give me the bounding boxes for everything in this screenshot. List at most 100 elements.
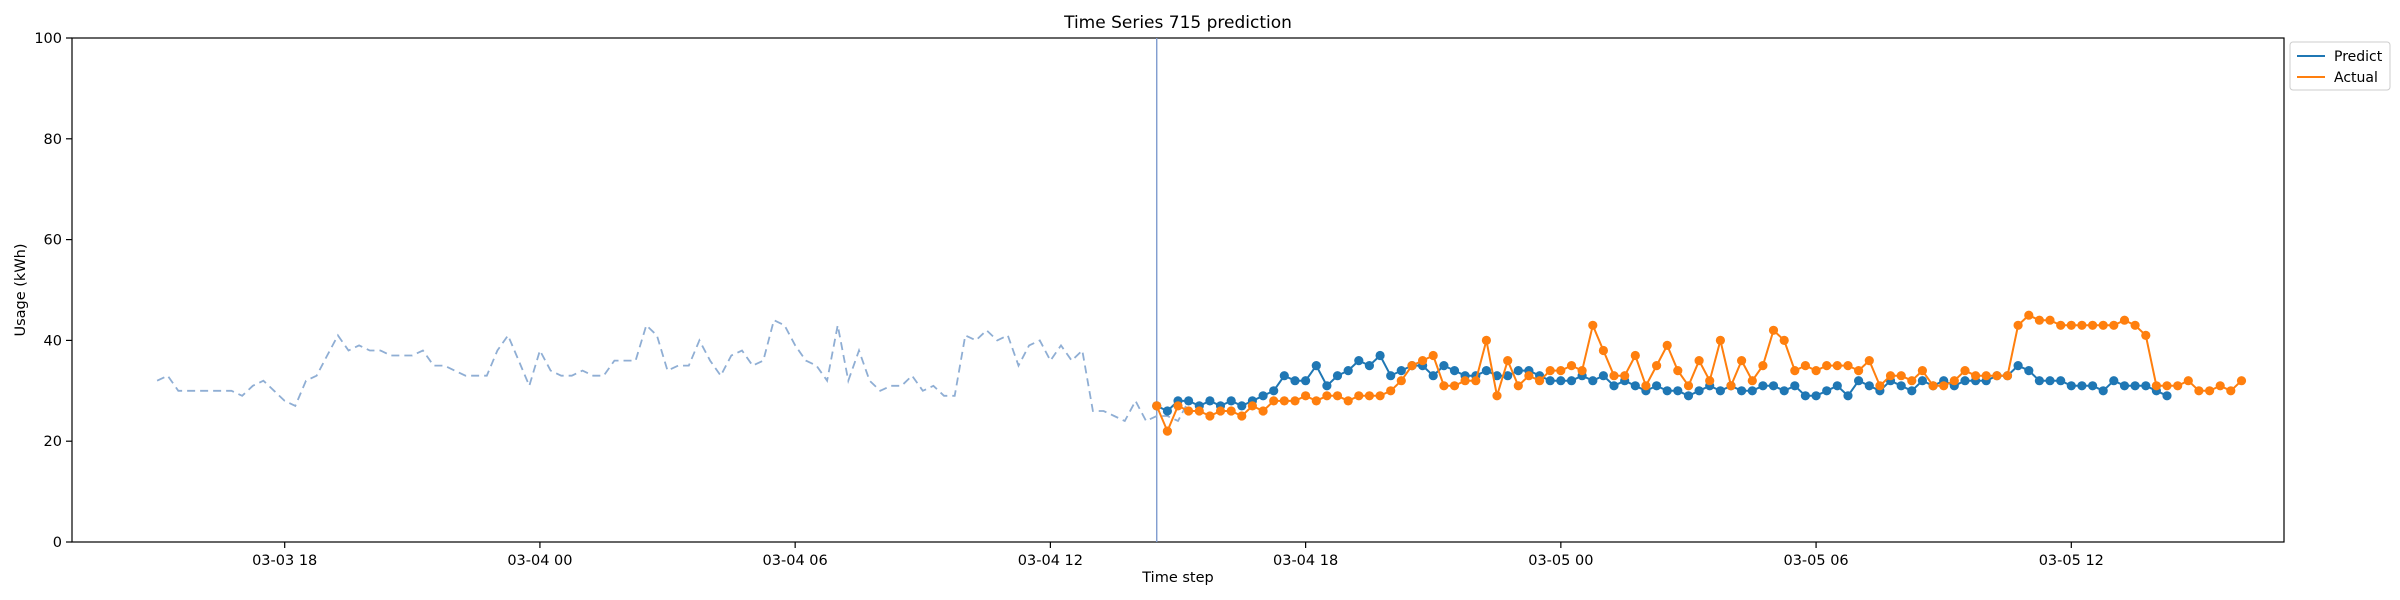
data-point [1556,376,1566,386]
data-point [1386,371,1396,381]
x-tick-label: 03-03 18 [252,553,317,569]
x-tick-label: 03-05 00 [1528,553,1593,569]
data-point [2141,330,2151,340]
data-point [1832,381,1842,391]
data-point [2024,366,2034,376]
data-point [1279,396,1289,406]
data-point [2077,320,2087,330]
data-point [1662,386,1672,396]
data-point [1194,406,1204,416]
data-point [1503,371,1513,381]
data-point [1598,371,1608,381]
data-point [2077,381,2087,391]
data-point [2098,320,2108,330]
x-tick-label: 03-04 18 [1273,553,1338,569]
data-point [1364,391,1374,401]
data-point [1907,376,1917,386]
data-point [1609,371,1619,381]
data-point [1460,376,1470,386]
data-point [1332,391,1343,401]
data-point [2002,371,2013,381]
data-point [1939,381,1949,391]
data-point [1737,386,1747,396]
data-point [1694,386,1704,396]
data-point [1492,391,1502,401]
data-point [1354,356,1364,366]
data-point [2024,310,2034,320]
data-point [1960,376,1970,386]
data-point [1609,381,1619,391]
data-point [1237,411,1247,421]
data-point [2088,320,2098,330]
data-point [1768,325,1779,335]
data-point [1386,386,1396,396]
x-tick-label: 03-04 00 [507,553,572,569]
data-point [1652,381,1662,391]
data-point [1758,381,1768,391]
series-actual [1152,310,2247,436]
x-tick-label: 03-04 12 [1018,553,1083,569]
data-point [2098,386,2108,396]
data-point [1779,335,1789,345]
data-point [1949,376,1959,386]
data-point [1566,376,1577,386]
data-point [1896,371,1906,381]
data-point [2066,320,2076,330]
y-tick-label: 100 [34,31,62,47]
data-point [1917,376,1927,386]
series-layer [1152,310,2247,436]
data-point [2141,381,2151,391]
data-point [1630,381,1640,391]
data-point [1630,350,1640,361]
data-point [1418,356,1428,366]
data-point [1875,381,1885,391]
legend-label-predict: Predict [2334,49,2383,65]
data-point [1375,350,1385,361]
data-point [2109,320,2119,330]
data-point [1652,361,1662,371]
x-tick-label: 03-05 12 [2039,553,2104,569]
data-point [1492,371,1502,381]
chart-title: Time Series 715 prediction [1063,13,1292,33]
data-point [2066,381,2076,391]
y-axis-label: Usage (kWh) [13,243,29,336]
legend: Predict Actual [2289,41,2391,91]
data-point [1673,366,1683,376]
data-point [1683,381,1694,391]
x-tick-label: 03-05 06 [1783,553,1848,569]
data-point [1481,366,1491,376]
data-point [2056,376,2066,386]
y-tick-label: 0 [53,535,62,551]
y-tick-label: 60 [44,233,62,249]
data-point [1503,356,1513,366]
plot-area [71,37,2285,543]
data-point [1301,376,1311,386]
data-point [1332,371,1343,381]
data-point [1343,396,1353,406]
data-point [1311,361,1321,371]
y-tick-label: 20 [44,434,62,450]
data-point [1162,406,1172,416]
data-point [1758,361,1768,371]
data-point [1184,406,1194,416]
data-point [1471,376,1481,386]
data-point [2013,320,2023,330]
data-point [1375,391,1385,401]
data-point [1566,361,1577,371]
data-point [1545,376,1555,386]
data-point [1226,406,1236,416]
data-point [1673,386,1683,396]
data-point [1237,401,1247,411]
data-point [1407,361,1417,371]
data-point [1545,366,1555,376]
data-point [1715,386,1725,396]
data-point [1269,386,1279,396]
data-point [1790,381,1800,391]
data-point [1832,361,1842,371]
history-series [156,318,1190,423]
data-point [1822,386,1832,396]
legend-label-actual: Actual [2334,70,2378,86]
data-point [1205,411,1215,421]
data-point [1535,376,1545,386]
